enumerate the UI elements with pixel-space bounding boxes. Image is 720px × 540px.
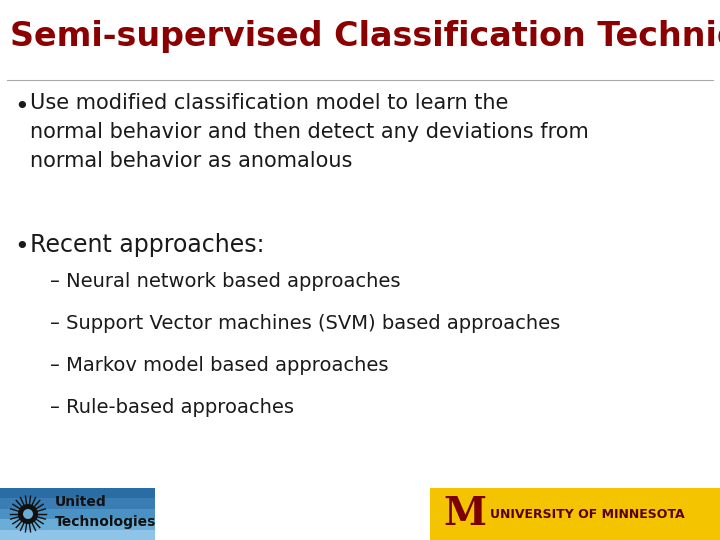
Text: – Rule-based approaches: – Rule-based approaches bbox=[50, 398, 294, 417]
Text: – Markov model based approaches: – Markov model based approaches bbox=[50, 356, 389, 375]
FancyBboxPatch shape bbox=[0, 488, 155, 498]
Text: Semi-supervised Classification Techniques: Semi-supervised Classification Technique… bbox=[10, 20, 720, 53]
Text: Use modified classification model to learn the
normal behavior and then detect a: Use modified classification model to lea… bbox=[30, 93, 589, 171]
Circle shape bbox=[23, 509, 33, 519]
Text: – Neural network based approaches: – Neural network based approaches bbox=[50, 272, 400, 291]
FancyBboxPatch shape bbox=[0, 498, 155, 509]
Text: Technologies: Technologies bbox=[55, 515, 156, 529]
Text: Recent approaches:: Recent approaches: bbox=[30, 233, 264, 257]
Text: United: United bbox=[55, 495, 107, 509]
Text: UNIVERSITY OF MINNESOTA: UNIVERSITY OF MINNESOTA bbox=[490, 508, 685, 521]
FancyBboxPatch shape bbox=[0, 509, 155, 519]
Text: M: M bbox=[444, 495, 487, 533]
FancyBboxPatch shape bbox=[0, 519, 155, 530]
Circle shape bbox=[18, 504, 38, 524]
Text: •: • bbox=[14, 235, 29, 259]
Text: •: • bbox=[14, 95, 29, 119]
FancyBboxPatch shape bbox=[430, 488, 720, 540]
FancyBboxPatch shape bbox=[0, 530, 155, 540]
Text: – Support Vector machines (SVM) based approaches: – Support Vector machines (SVM) based ap… bbox=[50, 314, 560, 333]
